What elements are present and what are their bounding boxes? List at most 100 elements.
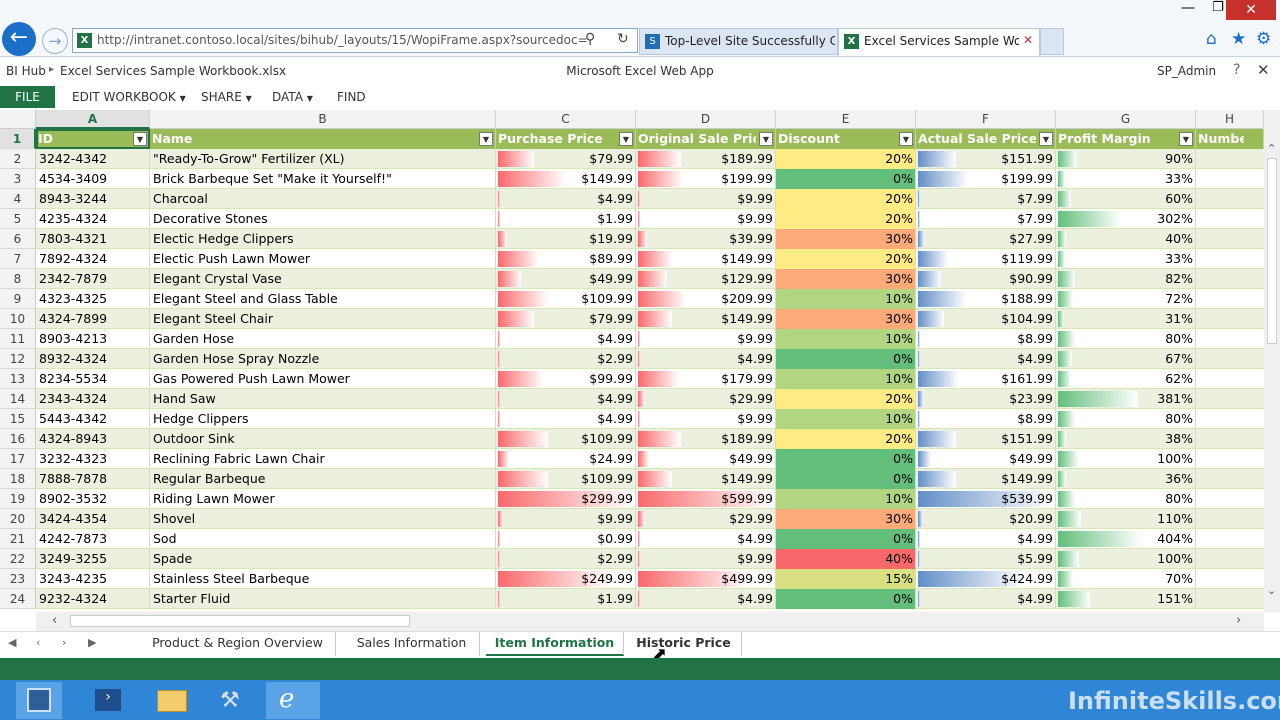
share-menu[interactable]: SHARE ▼ bbox=[201, 90, 252, 104]
cell: $20.99 bbox=[916, 509, 1056, 529]
cell-text: $249.99 bbox=[581, 571, 633, 586]
first-sheet-button[interactable]: ◀ bbox=[8, 636, 17, 649]
refresh-button[interactable]: ↻ bbox=[617, 31, 629, 47]
cell-text: Hand Saw bbox=[153, 391, 216, 406]
scroll-right[interactable]: › bbox=[1236, 613, 1242, 628]
cell: $23.99 bbox=[916, 389, 1056, 409]
row-header[interactable]: 2 bbox=[0, 149, 36, 169]
row-header[interactable]: 22 bbox=[0, 549, 36, 569]
filter-button[interactable]: ▼ bbox=[133, 132, 147, 146]
cell-text: Brick Barbeque Set "Make it Yourself!" bbox=[153, 171, 392, 186]
filter-button[interactable]: ▼ bbox=[1179, 132, 1193, 146]
filter-button[interactable]: ▼ bbox=[759, 132, 773, 146]
file-tab[interactable]: FILE bbox=[0, 86, 55, 108]
scroll-up[interactable]: ⌃ bbox=[1267, 142, 1277, 155]
column-header[interactable]: D bbox=[636, 110, 776, 129]
cell: $9.99 bbox=[636, 549, 776, 569]
forward-button[interactable]: → bbox=[42, 28, 68, 54]
row-header[interactable]: 15 bbox=[0, 409, 36, 429]
row-header[interactable]: 14 bbox=[0, 389, 36, 409]
sheet-tab[interactable]: Historic Price bbox=[626, 632, 742, 656]
spreadsheet-grid: A B C D E F G H 1 2 3 4 5 6 7 8 9 10 11 12 13 14 15 16 17 18 19 20 2… bbox=[0, 110, 1264, 612]
filter-button[interactable]: ▼ bbox=[899, 132, 913, 146]
powershell-icon[interactable]: › bbox=[80, 682, 136, 719]
tools-icon[interactable]: ⚒ bbox=[206, 682, 262, 719]
row-header[interactable]: 13 bbox=[0, 369, 36, 389]
explorer-icon[interactable] bbox=[144, 682, 200, 719]
server-manager-icon[interactable] bbox=[16, 682, 62, 719]
row-header[interactable]: 23 bbox=[0, 569, 36, 589]
column-header[interactable]: G bbox=[1056, 110, 1196, 129]
last-sheet-button[interactable]: ▶ bbox=[88, 636, 97, 649]
row-header[interactable]: 7 bbox=[0, 249, 36, 269]
row-header[interactable]: 16 bbox=[0, 429, 36, 449]
edit-workbook-menu[interactable]: EDIT WORKBOOK ▼ bbox=[72, 90, 186, 104]
cell-text: $20.99 bbox=[1009, 511, 1053, 526]
column-header[interactable]: F bbox=[916, 110, 1056, 129]
scroll-left[interactable]: ‹ bbox=[52, 613, 58, 628]
search-button[interactable]: ⚲ bbox=[585, 31, 596, 47]
help-button[interactable]: ? bbox=[1233, 62, 1241, 78]
row-header[interactable]: 17 bbox=[0, 449, 36, 469]
sheet-tab-active[interactable]: Item Information bbox=[486, 632, 624, 656]
row-header[interactable]: 3 bbox=[0, 169, 36, 189]
column-header[interactable]: H bbox=[1196, 110, 1264, 129]
row-header[interactable]: 5 bbox=[0, 209, 36, 229]
address-bar[interactable]: X http://intranet.contoso.local/sites/bi… bbox=[72, 28, 638, 53]
scroll-thumb[interactable] bbox=[70, 615, 410, 627]
tools-button[interactable]: ⚙ bbox=[1256, 29, 1272, 49]
find-button[interactable]: FIND bbox=[337, 90, 366, 104]
column-header[interactable]: A bbox=[36, 110, 150, 129]
row-header[interactable]: 6 bbox=[0, 229, 36, 249]
row-header[interactable]: 12 bbox=[0, 349, 36, 369]
row-band bbox=[36, 449, 1264, 469]
data-menu[interactable]: DATA ▼ bbox=[272, 90, 313, 104]
row-header[interactable]: 9 bbox=[0, 289, 36, 309]
filter-button[interactable]: ▼ bbox=[1039, 132, 1053, 146]
cell-text: $4.99 bbox=[1017, 531, 1053, 546]
vertical-scrollbar[interactable]: ⌃ ⌄ bbox=[1264, 110, 1280, 612]
ie-icon[interactable]: e bbox=[266, 682, 320, 719]
column-header[interactable]: B bbox=[150, 110, 496, 129]
sheet-tab[interactable]: Product & Region Overview bbox=[140, 632, 336, 656]
user-name[interactable]: SP_Admin bbox=[1157, 64, 1217, 78]
row-header[interactable]: 1 bbox=[0, 129, 36, 149]
restore-button[interactable]: ❐ bbox=[1212, 0, 1224, 15]
home-button[interactable]: ⌂ bbox=[1206, 29, 1217, 49]
column-header[interactable]: C bbox=[496, 110, 636, 129]
row-header[interactable]: 10 bbox=[0, 309, 36, 329]
next-sheet-button[interactable]: › bbox=[62, 636, 67, 649]
horizontal-scrollbar[interactable]: ‹ › bbox=[36, 612, 1264, 631]
breadcrumb-site[interactable]: BI Hub bbox=[6, 64, 46, 78]
row-header[interactable]: 21 bbox=[0, 529, 36, 549]
close-app-button[interactable]: ✕ bbox=[1257, 61, 1270, 79]
new-tab-button[interactable] bbox=[1040, 28, 1064, 55]
filter-button[interactable]: ▼ bbox=[619, 132, 633, 146]
row-header[interactable]: 20 bbox=[0, 509, 36, 529]
column-header[interactable]: E bbox=[776, 110, 916, 129]
data-bar bbox=[918, 591, 920, 607]
cell-text: 20% bbox=[885, 431, 913, 446]
close-window-button[interactable]: ✕ bbox=[1226, 0, 1276, 20]
scroll-thumb[interactable] bbox=[1267, 158, 1277, 344]
sheet-tab[interactable]: Sales Information bbox=[344, 632, 480, 656]
cell-text: Electic Hedge Clippers bbox=[153, 231, 294, 246]
cell-text: Stainless Steel Barbeque bbox=[153, 571, 310, 586]
cell-text: 82% bbox=[1165, 271, 1193, 286]
minimize-button[interactable]: — bbox=[1181, 0, 1195, 16]
row-header[interactable]: 24 bbox=[0, 589, 36, 609]
row-header[interactable]: 4 bbox=[0, 189, 36, 209]
prev-sheet-button[interactable]: ‹ bbox=[36, 636, 41, 649]
close-tab-button[interactable]: ✕ bbox=[1023, 33, 1034, 47]
favorites-button[interactable]: ★ bbox=[1231, 29, 1247, 49]
browser-tab[interactable]: S Top-Level Site Successfully Cre... bbox=[639, 28, 838, 55]
browser-tab-active[interactable]: X Excel Services Sample Work... ✕ bbox=[838, 28, 1040, 56]
row-header[interactable]: 8 bbox=[0, 269, 36, 289]
row-header[interactable]: 18 bbox=[0, 469, 36, 489]
row-header[interactable]: 11 bbox=[0, 329, 36, 349]
back-button[interactable]: ← bbox=[2, 22, 36, 56]
scroll-down[interactable]: ⌄ bbox=[1267, 584, 1277, 597]
filter-button[interactable]: ▼ bbox=[479, 132, 493, 146]
cell: $9.99 bbox=[496, 509, 636, 529]
row-header[interactable]: 19 bbox=[0, 489, 36, 509]
